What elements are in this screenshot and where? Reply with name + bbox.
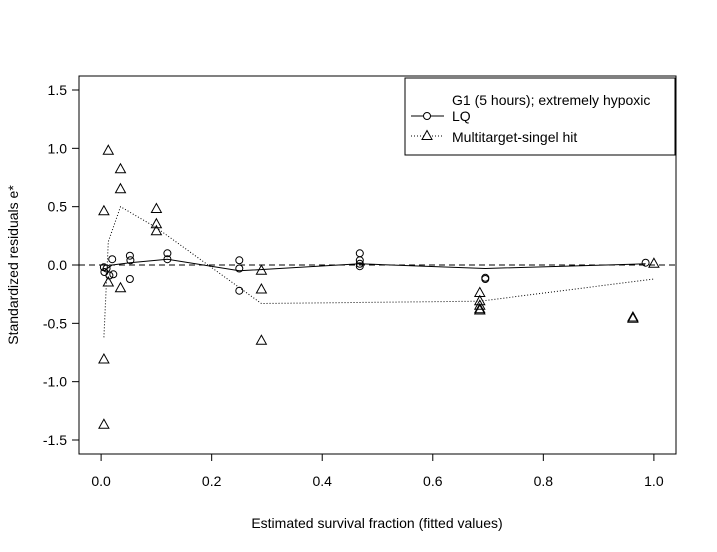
lq-point xyxy=(355,259,364,268)
multitarget-point xyxy=(98,204,110,216)
series-lq-smooth-line xyxy=(103,258,646,272)
lq-point xyxy=(126,256,135,265)
lq-point xyxy=(355,256,364,265)
x-tick-label: 0.8 xyxy=(534,473,554,489)
y-tick-label: 1.5 xyxy=(48,82,68,98)
lq-point xyxy=(235,256,244,265)
lq-point xyxy=(163,255,172,264)
y-tick-label: 0.0 xyxy=(48,257,68,273)
y-tick-label: -1.0 xyxy=(43,374,67,390)
lq-point xyxy=(481,275,490,283)
multitarget-point xyxy=(473,302,486,314)
legend-entry-multitarget: Multitarget-singel hit xyxy=(452,129,577,145)
x-tick-label: 0.6 xyxy=(423,473,443,489)
legend-title: G1 (5 hours); extremely hypoxic xyxy=(452,92,650,108)
y-tick-label: -0.5 xyxy=(43,315,67,331)
y-tick-label: 0.5 xyxy=(48,199,68,215)
multitarget-point xyxy=(98,418,110,429)
multitarget-point xyxy=(150,202,163,213)
multitarget-point xyxy=(114,162,127,174)
multitarget-point xyxy=(627,310,639,322)
x-tick-label: 0.2 xyxy=(202,473,222,489)
multitarget-point xyxy=(150,217,163,229)
lq-point xyxy=(108,255,117,264)
multitarget-point xyxy=(98,352,110,364)
multitarget-point xyxy=(114,281,127,293)
multitarget-point xyxy=(648,257,660,268)
series-layer xyxy=(98,144,660,429)
x-axis: 0.0 0.2 0.4 0.6 0.8 1.0 xyxy=(91,454,664,489)
series-lq xyxy=(99,249,650,295)
lq-point xyxy=(641,258,650,267)
legend-box xyxy=(404,77,676,156)
y-tick-label: -1.5 xyxy=(43,432,67,448)
multitarget-point xyxy=(255,282,268,294)
lq-point xyxy=(125,251,134,260)
x-tick-label: 0.0 xyxy=(91,473,111,489)
legend-mt-marker xyxy=(421,129,433,140)
lq-point xyxy=(109,270,118,279)
series-multitarget xyxy=(98,144,660,429)
multitarget-point xyxy=(114,182,127,194)
lq-point xyxy=(125,275,134,283)
y-axis: -1.5 -1.0 -0.5 0.0 0.5 1.0 1.5 xyxy=(43,82,79,448)
multitarget-point xyxy=(150,224,163,236)
lq-point xyxy=(235,264,244,273)
multitarget-point xyxy=(102,275,115,287)
multitarget-point xyxy=(473,299,486,310)
multitarget-point xyxy=(255,334,268,345)
x-axis-title: Estimated survival fraction (fitted valu… xyxy=(251,515,502,531)
y-axis-title: Standardized residuals e* xyxy=(5,185,21,345)
lq-point xyxy=(163,249,172,258)
y-tick-label: 1.0 xyxy=(48,140,68,156)
lq-point xyxy=(355,262,364,271)
x-tick-label: 1.0 xyxy=(644,473,664,489)
multitarget-point xyxy=(627,312,639,323)
lq-point xyxy=(355,249,364,258)
x-tick-label: 0.4 xyxy=(312,473,332,489)
legend: G1 (5 hours); extremely hypoxic LQ Multi… xyxy=(404,77,676,156)
multitarget-point xyxy=(473,303,486,315)
series-multitarget-smooth-line xyxy=(103,205,654,338)
legend-entry-lq: LQ xyxy=(452,108,471,124)
multitarget-point xyxy=(255,264,268,275)
legend-lq-marker xyxy=(423,112,431,120)
lq-point xyxy=(102,264,111,273)
lq-point xyxy=(235,286,244,295)
multitarget-point xyxy=(102,144,115,155)
